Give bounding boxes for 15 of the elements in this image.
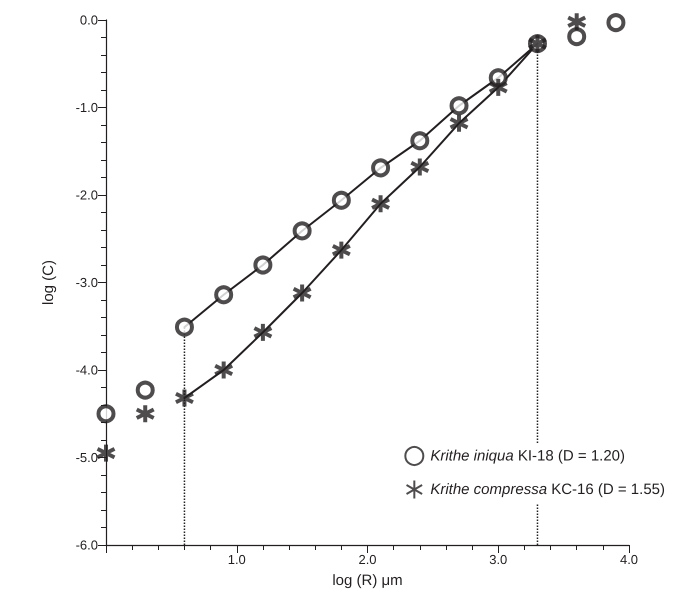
- y-tick-label: -5.0: [76, 450, 98, 465]
- legend-label: Krithe iniqua KI-18 (D = 1.20): [430, 448, 626, 464]
- y-axis-title: log (C): [40, 260, 57, 306]
- y-tick-label: -3.0: [76, 275, 98, 290]
- x-axis-title: log (R) μm: [332, 572, 403, 589]
- y-tick-label: 0.0: [80, 12, 98, 28]
- y-tick-label: -2.0: [76, 188, 98, 202]
- x-tick-label: 4.0: [620, 552, 638, 567]
- y-tick-label: -1.0: [76, 100, 98, 115]
- y-tick-label: -6.0: [76, 538, 98, 552]
- legend-label: Krithe compressa KC-16 (D = 1.55): [430, 481, 666, 498]
- y-tick-label: -4.0: [76, 362, 98, 378]
- x-tick-label: 2.0: [358, 552, 377, 567]
- x-tick-label: 3.0: [489, 552, 508, 567]
- x-tick-label: 1.0: [228, 552, 246, 567]
